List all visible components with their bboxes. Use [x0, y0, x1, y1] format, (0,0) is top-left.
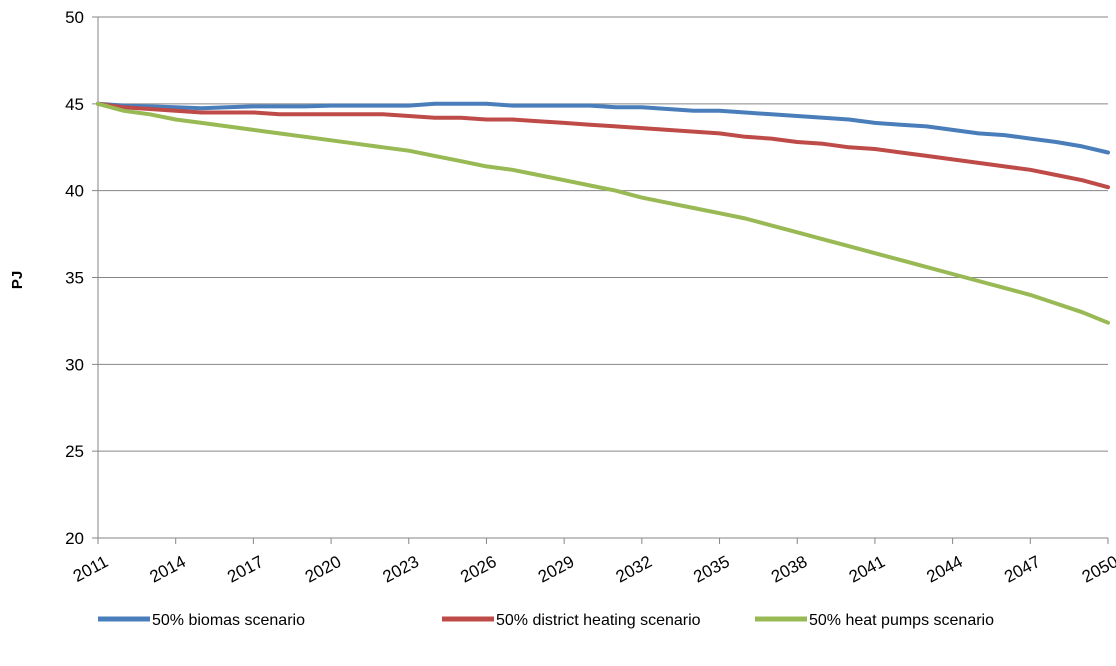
x-tick-label: 2029 [535, 552, 577, 587]
legend-label: 50% biomas scenario [152, 612, 305, 629]
legend-label: 50% district heating scenario [496, 612, 701, 629]
x-tick-label: 2011 [70, 552, 111, 586]
x-tick-label: 2026 [457, 552, 499, 587]
series-line-2 [96, 101, 1110, 190]
series-line-3 [96, 101, 1110, 325]
legend-label: 50% heat pumps scenario [809, 612, 994, 629]
axes [97, 17, 1109, 544]
y-tick-label: 45 [65, 95, 84, 114]
x-tick-label: 2023 [380, 552, 422, 587]
x-tick-label: 2044 [923, 552, 965, 587]
x-tick-label: 2017 [224, 552, 266, 587]
x-tick-label: 2050 [1079, 552, 1116, 587]
x-tick-label: 2014 [147, 552, 189, 587]
y-tick-label: 20 [65, 529, 84, 548]
y-tick-label: 25 [65, 442, 84, 461]
y-tick-label: 35 [65, 269, 84, 288]
y-tick-labels: 20 25 30 35 40 45 50 [65, 8, 84, 548]
y-tick-label: 40 [65, 182, 84, 201]
x-tick-label: 2020 [302, 552, 344, 587]
x-tick-label: 2047 [1001, 552, 1043, 587]
y-tick-label: 30 [65, 355, 84, 374]
x-tick-label: 2032 [613, 552, 655, 587]
series-line-1 [96, 101, 1110, 155]
x-tick-label: 2038 [768, 552, 810, 587]
legend: 50% biomas scenario 50% district heating … [98, 612, 994, 629]
x-tick-label: 2041 [846, 552, 888, 587]
gridlines [92, 16, 1108, 539]
y-axis-label: PJ [9, 271, 26, 289]
y-tick-label: 50 [65, 8, 84, 27]
x-tick-label: 2035 [690, 552, 732, 587]
series-lines [96, 101, 1110, 325]
x-tick-labels: 2011 2014 2017 2020 2023 2026 2029 2032 2035 2038… [70, 552, 1116, 587]
